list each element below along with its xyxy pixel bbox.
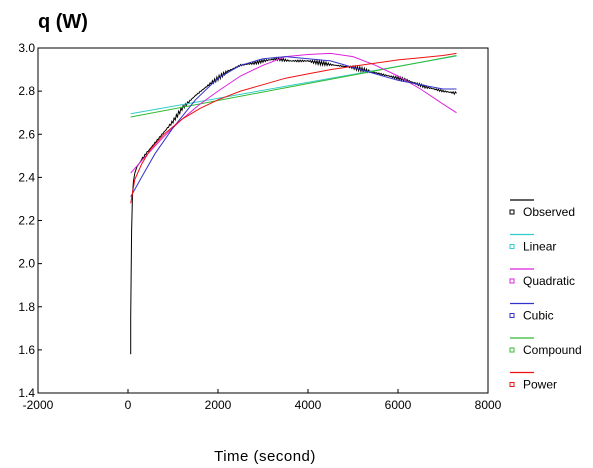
- y-tick-label: 1.8: [18, 300, 35, 314]
- legend-label-observed: Observed: [523, 205, 575, 219]
- legend-label-compound: Compound: [523, 343, 582, 357]
- series-line-power: [130, 52, 457, 204]
- plot-frame: [37, 47, 489, 394]
- legend-label-linear: Linear: [523, 240, 556, 254]
- legend-label-quadratic: Quadratic: [523, 274, 575, 288]
- legend-label-power: Power: [523, 378, 557, 392]
- x-tick-label: -2000: [23, 398, 54, 412]
- x-tick-label: 8000: [475, 398, 502, 412]
- legend-marker-cubic: [509, 313, 515, 318]
- y-tick-label: 2.2: [18, 214, 35, 228]
- legend-marker-observed: [509, 209, 515, 215]
- legend: Observed Linear Quadratic Cubic Compound Powe…: [509, 199, 582, 392]
- x-axis-label: Time (second): [214, 448, 316, 465]
- x-tick-label: 6000: [385, 398, 412, 412]
- y-tick-label: 2.8: [18, 84, 35, 98]
- y-tick-label: 1.6: [18, 343, 35, 357]
- legend-marker-linear: [509, 244, 515, 249]
- y-tick-label: 1.4: [18, 386, 35, 400]
- x-tick-label: 0: [125, 398, 132, 412]
- series-line-compound: [130, 55, 457, 118]
- legend-marker-compound: [509, 347, 515, 353]
- y-tick-label: 2.6: [18, 127, 35, 141]
- y-tick-label: 3.0: [18, 41, 35, 55]
- legend-marker-power: [509, 382, 515, 387]
- series-layer: [130, 52, 457, 355]
- legend-label-cubic: Cubic: [523, 309, 554, 323]
- ticks-layer: 1.4 1.6 1.8 2.0 2.2 2.4 2.6 2.8 3.0 -2000 0 2000 400…: [18, 41, 501, 412]
- series-line-observed: [130, 56, 457, 355]
- x-tick-label: 2000: [205, 398, 232, 412]
- y-tick-label: 2.4: [18, 170, 35, 184]
- x-tick-label: 4000: [295, 398, 322, 412]
- legend-marker-quadratic: [509, 278, 515, 284]
- y-tick-label: 2.0: [18, 257, 35, 271]
- series-line-cubic: [130, 56, 457, 198]
- y-axis-label: q (W): [38, 11, 88, 33]
